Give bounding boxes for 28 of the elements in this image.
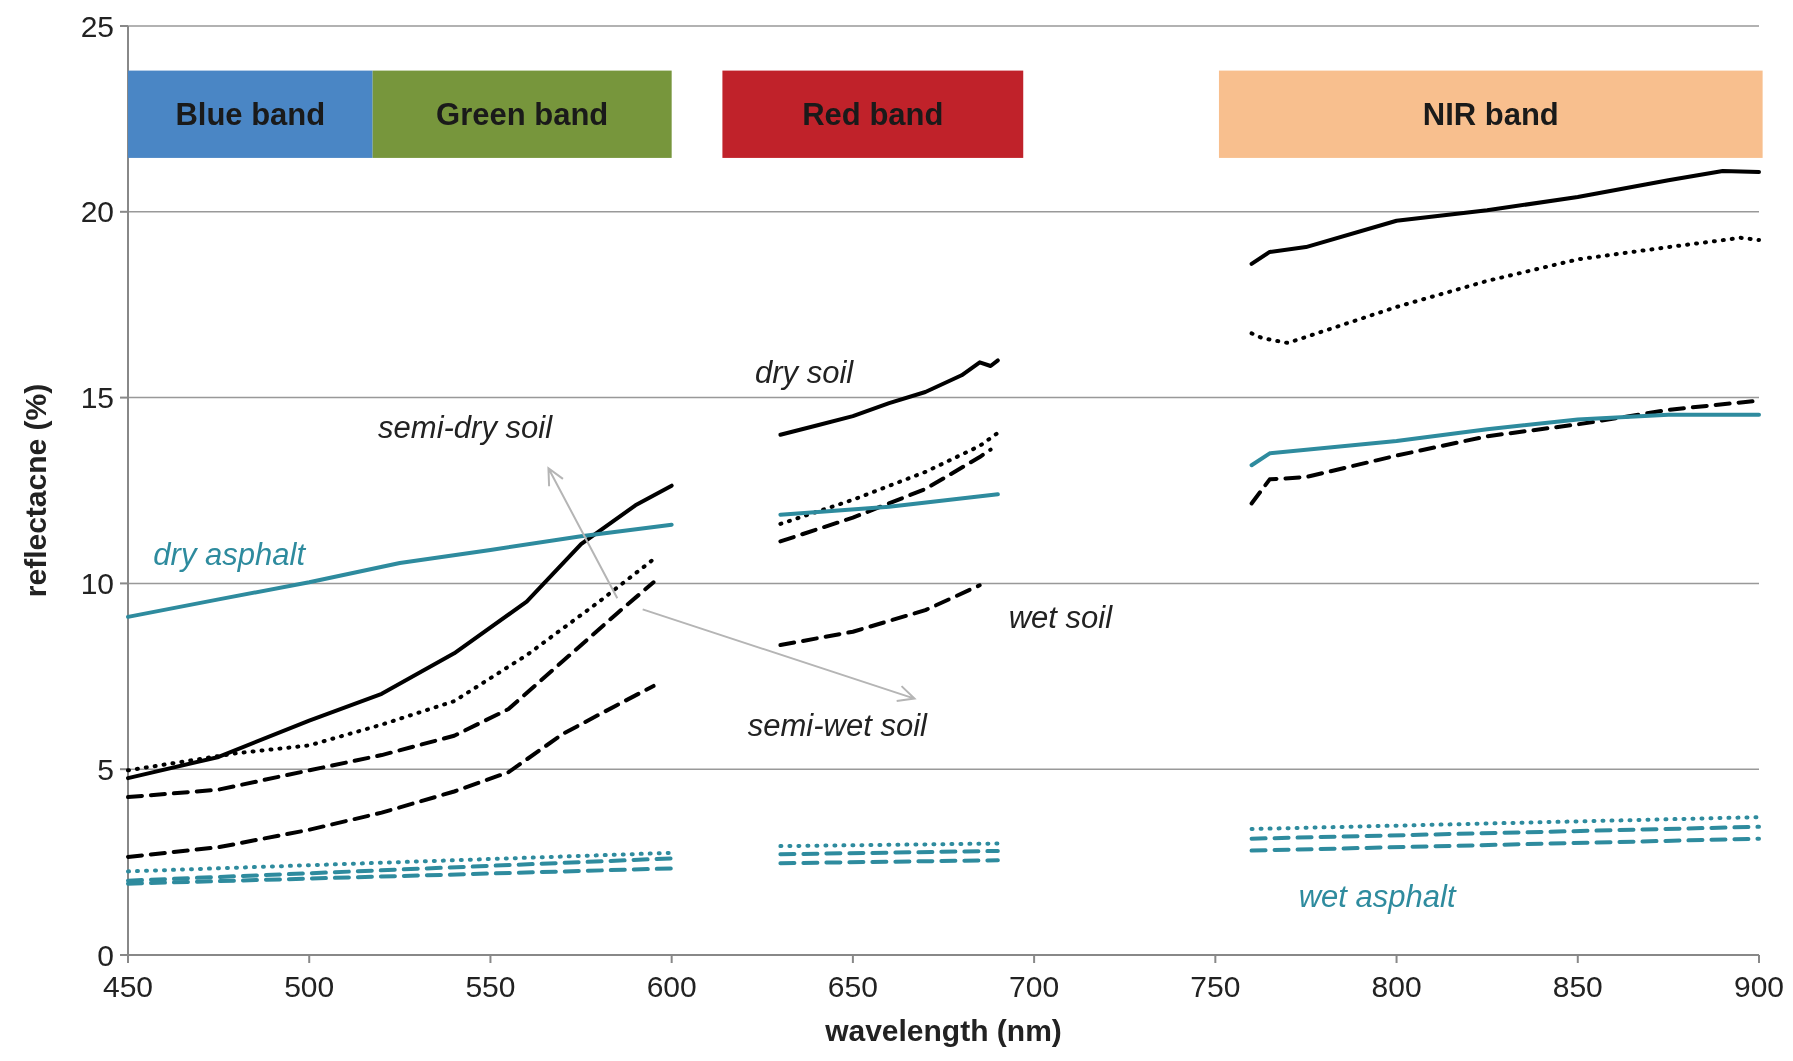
text: semi-dry soil (378, 410, 554, 446)
series-label: wet asphalt (1298, 878, 1457, 914)
x-tick-label: 450 (102, 970, 154, 1003)
y-tick-label: 25 (80, 9, 114, 43)
x-tick-label: 650 (827, 970, 878, 1003)
x-tick-label: 750 (1190, 970, 1241, 1003)
band-label: Blue band (175, 97, 326, 133)
y-tick-label: 10 (80, 566, 114, 600)
y-tick-label: 5 (97, 752, 114, 786)
band-label: Red band (802, 97, 944, 133)
series-label: dry asphalt (153, 536, 307, 572)
x-tick-label: 500 (284, 970, 335, 1003)
x-tick-label: 900 (1733, 970, 1785, 1003)
series-label: dry soil (755, 354, 855, 390)
text: semi-wet soil (747, 707, 929, 743)
x-tick-label: 600 (646, 970, 697, 1003)
series-label: wet soil (1008, 599, 1114, 635)
x-tick-label: 550 (465, 970, 516, 1003)
y-tick-label: 20 (80, 195, 114, 229)
y-tick-label: 0 (97, 938, 114, 972)
x-tick-label: 850 (1552, 970, 1603, 1003)
y-axis-title: reflectacne (%) (19, 383, 52, 598)
x-tick-label: 800 (1371, 970, 1422, 1003)
x-tick-label: 700 (1009, 970, 1060, 1003)
band-label: NIR band (1422, 97, 1559, 133)
y-tick-label: 15 (80, 381, 114, 415)
band-label: Green band (436, 97, 609, 133)
x-axis-title: wavelength (nm) (824, 1014, 1062, 1047)
